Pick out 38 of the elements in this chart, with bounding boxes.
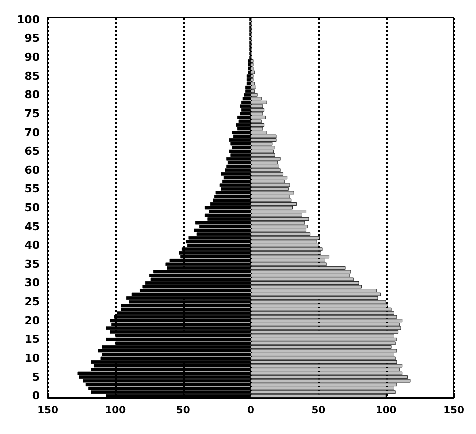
y-tick-label: 0 xyxy=(32,390,40,403)
y-tick-label: 15 xyxy=(24,333,40,346)
y-tick-label: 40 xyxy=(24,239,40,252)
x-tick-label: 0 xyxy=(248,406,255,416)
bar xyxy=(248,63,251,67)
bar xyxy=(251,67,254,70)
bar xyxy=(248,70,251,74)
bar xyxy=(248,60,251,63)
x-tick-label: 150 xyxy=(444,406,464,416)
bar xyxy=(251,63,254,67)
x-tick-label: 50 xyxy=(176,406,190,416)
y-tick-label: 70 xyxy=(24,126,40,140)
bar xyxy=(248,67,251,70)
y-tick-label: 20 xyxy=(24,314,40,328)
y-tick-label: 60 xyxy=(24,164,40,177)
x-tick-label: 50 xyxy=(312,406,326,416)
y-tick-label: 5 xyxy=(32,370,40,384)
y-tick-label: 45 xyxy=(24,220,40,234)
bar xyxy=(246,90,251,94)
y-tick-label: 25 xyxy=(24,296,40,309)
y-tick-label: 55 xyxy=(24,182,40,196)
y-tick-label: 80 xyxy=(24,88,40,102)
y-tick-label: 95 xyxy=(24,32,40,46)
y-tick-label: 100 xyxy=(17,13,40,26)
y-tick-label: 30 xyxy=(24,276,40,290)
y-tick-label: 90 xyxy=(24,51,40,64)
y-tick-label: 65 xyxy=(24,145,40,158)
x-tick-label: 150 xyxy=(38,406,58,416)
y-tick-label: 85 xyxy=(24,70,40,83)
x-tick-label: 100 xyxy=(105,406,126,416)
y-tick-label: 75 xyxy=(24,107,40,120)
y-tick-label: 35 xyxy=(24,258,40,271)
bar xyxy=(251,70,256,74)
bar xyxy=(251,60,254,63)
x-tick-label: 100 xyxy=(376,406,397,416)
y-tick-label: 10 xyxy=(24,352,40,365)
y-tick-label: 50 xyxy=(24,202,40,214)
bar xyxy=(246,82,251,86)
